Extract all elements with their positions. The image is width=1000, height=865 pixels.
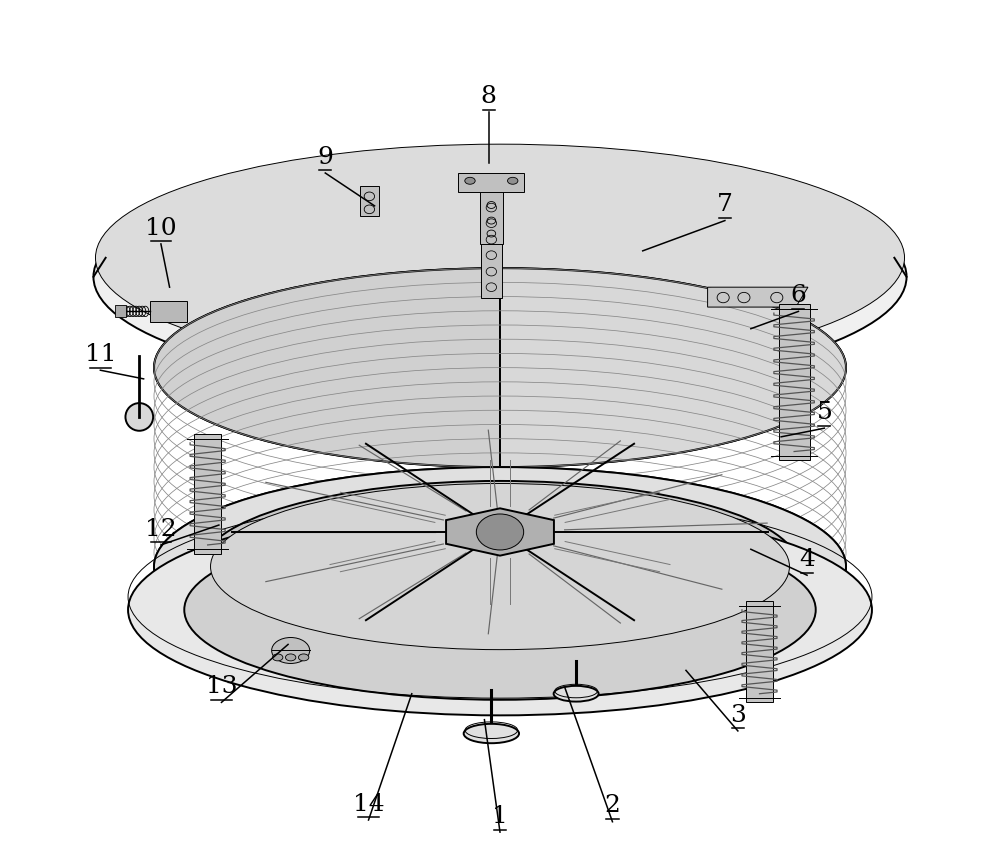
- Ellipse shape: [211, 484, 789, 650]
- Polygon shape: [779, 304, 810, 460]
- Ellipse shape: [554, 686, 599, 702]
- Text: 4: 4: [799, 548, 815, 571]
- Polygon shape: [500, 268, 846, 666]
- Polygon shape: [708, 287, 808, 307]
- Polygon shape: [360, 186, 379, 216]
- Text: 10: 10: [145, 216, 177, 240]
- Ellipse shape: [273, 654, 283, 661]
- Ellipse shape: [184, 520, 816, 700]
- Text: 8: 8: [481, 85, 497, 108]
- Ellipse shape: [95, 144, 905, 371]
- Ellipse shape: [285, 654, 296, 661]
- Ellipse shape: [476, 514, 524, 550]
- Polygon shape: [194, 434, 221, 554]
- Polygon shape: [150, 301, 187, 322]
- Ellipse shape: [465, 177, 475, 184]
- Ellipse shape: [202, 481, 798, 652]
- Text: 5: 5: [816, 400, 832, 424]
- Polygon shape: [154, 268, 500, 666]
- Text: 9: 9: [317, 145, 333, 169]
- Text: 14: 14: [353, 792, 384, 816]
- Ellipse shape: [154, 467, 846, 666]
- Text: 11: 11: [85, 343, 116, 366]
- Polygon shape: [746, 601, 773, 702]
- Ellipse shape: [272, 638, 310, 663]
- Polygon shape: [458, 173, 524, 192]
- Text: 12: 12: [145, 517, 177, 541]
- Text: 13: 13: [206, 675, 237, 698]
- Polygon shape: [446, 509, 554, 555]
- Text: 7: 7: [717, 193, 733, 216]
- Ellipse shape: [154, 268, 846, 467]
- Ellipse shape: [125, 403, 153, 431]
- Polygon shape: [480, 192, 503, 244]
- Ellipse shape: [128, 504, 872, 715]
- Text: 6: 6: [790, 284, 806, 307]
- Ellipse shape: [464, 724, 519, 743]
- Text: 2: 2: [605, 794, 620, 817]
- Ellipse shape: [93, 163, 907, 391]
- Ellipse shape: [298, 654, 309, 661]
- Ellipse shape: [508, 177, 518, 184]
- Text: 3: 3: [730, 703, 746, 727]
- Text: 1: 1: [492, 804, 508, 828]
- Polygon shape: [481, 190, 502, 298]
- Polygon shape: [115, 305, 126, 317]
